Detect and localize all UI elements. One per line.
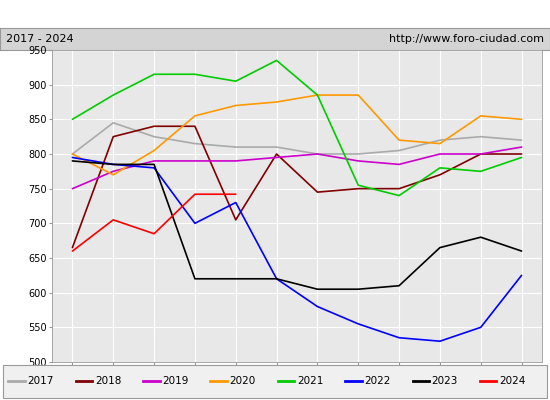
Text: 2022: 2022 [365,376,390,386]
FancyBboxPatch shape [3,365,547,398]
Text: 2021: 2021 [297,376,323,386]
Text: 2018: 2018 [95,376,121,386]
Text: 2020: 2020 [230,376,256,386]
Text: http://www.foro-ciudad.com: http://www.foro-ciudad.com [389,34,544,44]
Text: 2017 - 2024: 2017 - 2024 [6,34,73,44]
Text: 2019: 2019 [162,376,189,386]
Text: 2023: 2023 [432,376,458,386]
Text: 2017: 2017 [28,376,54,386]
Text: 2024: 2024 [499,376,525,386]
Text: Evolucion del paro registrado en El Paso: Evolucion del paro registrado en El Paso [121,6,429,22]
